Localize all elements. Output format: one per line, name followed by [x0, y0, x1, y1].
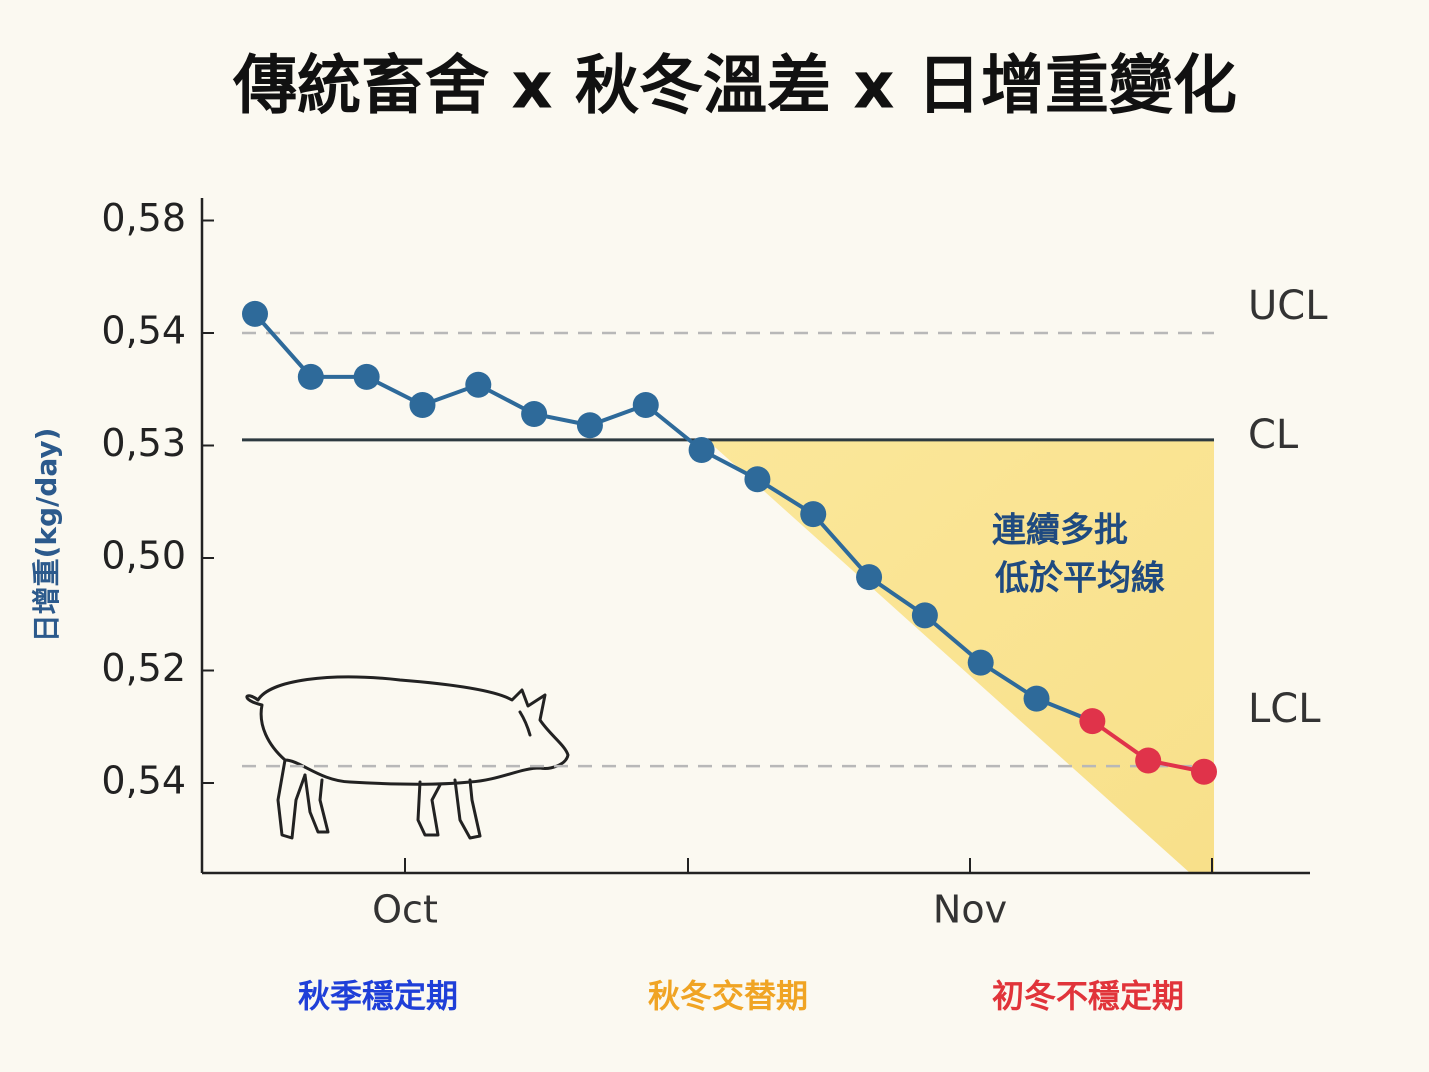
data-point	[576, 412, 603, 439]
data-point	[353, 363, 380, 390]
y-tick-label: 0,50	[101, 534, 186, 578]
y-axis-label: 日增重(kg/day)	[30, 428, 63, 643]
y-tick-label: 0,58	[101, 196, 186, 240]
control-line-label: CL	[1248, 412, 1299, 458]
shaded-region	[707, 440, 1214, 873]
control-line-label: UCL	[1248, 283, 1328, 329]
data-point	[744, 466, 771, 493]
data-point	[800, 501, 827, 528]
y-tick-label: 0,54	[101, 309, 186, 353]
data-point	[1135, 747, 1162, 774]
data-point	[967, 649, 994, 676]
chart-title: 傳統畜舍 x 秋冬溫差 x 日增重變化	[232, 50, 1237, 124]
phase-label: 秋季穩定期	[298, 977, 458, 1015]
data-point	[242, 300, 268, 327]
data-point	[297, 363, 324, 390]
annotation: 低於平均線	[995, 559, 1165, 599]
data-point	[521, 401, 548, 427]
y-tick-label: 0,52	[101, 646, 186, 690]
annotation: 連續多批	[992, 511, 1128, 551]
y-tick-label: 0,53	[101, 421, 186, 465]
data-point	[409, 392, 436, 418]
data-point	[1079, 708, 1106, 735]
data-point	[465, 371, 492, 398]
data-point	[688, 437, 715, 463]
data-point	[1191, 758, 1217, 785]
x-tick-label: Nov	[933, 888, 1007, 932]
y-tick-label: 0,54	[101, 759, 186, 803]
phase-label: 秋冬交替期	[648, 977, 808, 1015]
data-point	[856, 564, 883, 591]
control-line-label: LCL	[1248, 686, 1321, 732]
pig-illustration	[245, 675, 570, 840]
data-point	[632, 392, 659, 418]
phase-label: 初冬不穩定期	[992, 977, 1184, 1015]
x-tick-label: Oct	[372, 888, 438, 932]
data-point	[911, 602, 938, 629]
x-ticks	[404, 858, 1213, 873]
data-point	[1023, 685, 1050, 712]
